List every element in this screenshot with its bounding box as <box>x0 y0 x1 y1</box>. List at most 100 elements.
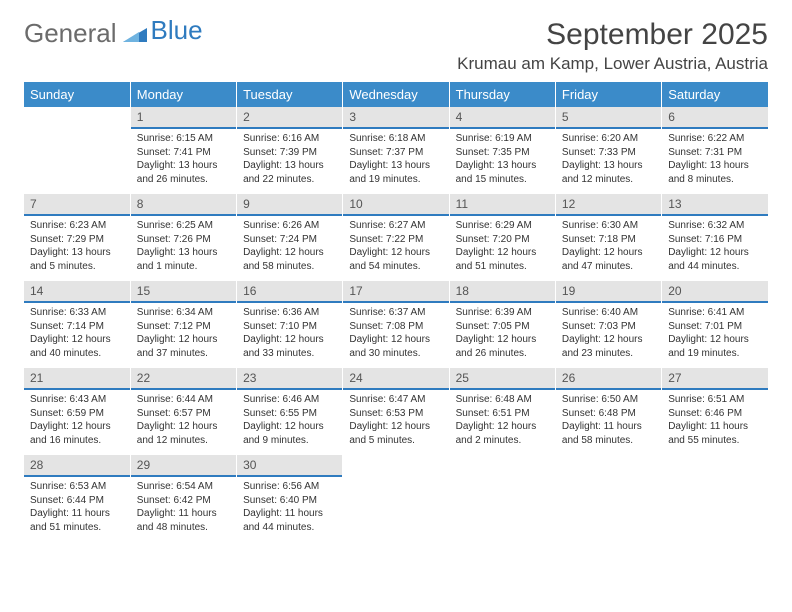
day-line: Daylight: 12 hours and 26 minutes. <box>456 333 549 360</box>
calendar-cell: 17 Sunrise: 6:37 AMSunset: 7:08 PMDayligh… <box>343 281 449 368</box>
calendar-cell: 26Sunrise: 6:50 AMSunset: 6:48 PMDayligh… <box>555 368 661 455</box>
day-body: Sunrise: 6:32 AMSunset: 7:16 PMDaylight:… <box>662 216 768 281</box>
day-line: Sunset: 7:03 PM <box>562 320 655 334</box>
day-line: Daylight: 12 hours and 44 minutes. <box>668 246 762 273</box>
day-body: Sunrise: 6:16 AMSunset: 7:39 PMDaylight:… <box>237 129 342 194</box>
day-number: 7 <box>24 194 130 216</box>
calendar-cell: 30Sunrise: 6:56 AMSunset: 6:40 PMDayligh… <box>237 455 343 542</box>
day-line: Sunrise: 6:43 AM <box>30 393 124 407</box>
day-line: Daylight: 12 hours and 19 minutes. <box>668 333 762 360</box>
day-body: Sunrise: 6:46 AMSunset: 6:55 PMDaylight:… <box>237 390 342 455</box>
day-line: Sunrise: 6:39 AM <box>456 306 549 320</box>
day-line: Sunset: 6:40 PM <box>243 494 336 508</box>
calendar-cell: 7Sunrise: 6:23 AMSunset: 7:29 PMDaylight… <box>24 194 130 281</box>
day-number: 10 <box>343 194 448 216</box>
day-number: 27 <box>662 368 768 390</box>
calendar-cell: 23Sunrise: 6:46 AMSunset: 6:55 PMDayligh… <box>237 368 343 455</box>
calendar-cell: 15Sunrise: 6:34 AMSunset: 7:12 PMDayligh… <box>130 281 236 368</box>
day-line: Sunset: 7:01 PM <box>668 320 762 334</box>
day-line: Sunset: 7:18 PM <box>562 233 655 247</box>
day-line: Sunrise: 6:33 AM <box>30 306 124 320</box>
day-line: Daylight: 12 hours and 37 minutes. <box>137 333 230 360</box>
calendar-cell: 14Sunrise: 6:33 AMSunset: 7:14 PMDayligh… <box>24 281 130 368</box>
weekday-fri: Friday <box>555 82 661 107</box>
weekday-wed: Wednesday <box>343 82 449 107</box>
day-line: Sunrise: 6:23 AM <box>30 219 124 233</box>
calendar-cell: 4Sunrise: 6:19 AMSunset: 7:35 PMDaylight… <box>449 107 555 194</box>
calendar-cell: 13Sunrise: 6:32 AMSunset: 7:16 PMDayligh… <box>662 194 768 281</box>
day-number: 22 <box>131 368 236 390</box>
day-line: Sunset: 7:05 PM <box>456 320 549 334</box>
day-number: 20 <box>662 281 768 303</box>
day-line: Sunset: 6:51 PM <box>456 407 549 421</box>
calendar-cell: 5Sunrise: 6:20 AMSunset: 7:33 PMDaylight… <box>555 107 661 194</box>
logo: General Blue <box>24 18 203 49</box>
day-line: Sunrise: 6:29 AM <box>456 219 549 233</box>
day-line: Daylight: 11 hours and 51 minutes. <box>30 507 124 534</box>
calendar-cell: 22Sunrise: 6:44 AMSunset: 6:57 PMDayligh… <box>130 368 236 455</box>
day-body: Sunrise: 6:34 AMSunset: 7:12 PMDaylight:… <box>131 303 236 368</box>
day-line: Daylight: 12 hours and 9 minutes. <box>243 420 336 447</box>
day-line: Sunrise: 6:34 AM <box>137 306 230 320</box>
day-number: 13 <box>662 194 768 216</box>
day-line: Sunset: 6:55 PM <box>243 407 336 421</box>
day-number: 23 <box>237 368 342 390</box>
day-line: Sunrise: 6:50 AM <box>562 393 655 407</box>
calendar-table: Sunday Monday Tuesday Wednesday Thursday… <box>24 82 768 542</box>
day-line: Sunset: 7:33 PM <box>562 146 655 160</box>
calendar-week-row: 14Sunrise: 6:33 AMSunset: 7:14 PMDayligh… <box>24 281 768 368</box>
weekday-tue: Tuesday <box>237 82 343 107</box>
day-line: Sunset: 6:57 PM <box>137 407 230 421</box>
day-line: Sunrise: 6:40 AM <box>562 306 655 320</box>
day-line: Sunset: 6:42 PM <box>137 494 230 508</box>
day-number: 6 <box>662 107 768 129</box>
day-line: Daylight: 12 hours and 23 minutes. <box>562 333 655 360</box>
day-number: 19 <box>556 281 661 303</box>
day-line: Daylight: 12 hours and 54 minutes. <box>349 246 442 273</box>
day-body: Sunrise: 6:56 AMSunset: 6:40 PMDaylight:… <box>237 477 342 542</box>
day-line: Sunrise: 6:16 AM <box>243 132 336 146</box>
day-line: Sunset: 6:59 PM <box>30 407 124 421</box>
day-line: Sunrise: 6:18 AM <box>349 132 442 146</box>
day-line: Daylight: 12 hours and 30 minutes. <box>349 333 442 360</box>
calendar-week-row: 28Sunrise: 6:53 AMSunset: 6:44 PMDayligh… <box>24 455 768 542</box>
day-body: Sunrise: 6:41 AMSunset: 7:01 PMDaylight:… <box>662 303 768 368</box>
day-number: 21 <box>24 368 130 390</box>
day-body: Sunrise: 6:47 AMSunset: 6:53 PMDaylight:… <box>343 390 448 455</box>
calendar-cell: 2Sunrise: 6:16 AMSunset: 7:39 PMDaylight… <box>237 107 343 194</box>
day-body: Sunrise: 6:36 AMSunset: 7:10 PMDaylight:… <box>237 303 342 368</box>
day-body: Sunrise: 6:44 AMSunset: 6:57 PMDaylight:… <box>131 390 236 455</box>
day-body: Sunrise: 6:27 AMSunset: 7:22 PMDaylight:… <box>343 216 448 281</box>
day-body: Sunrise: 6:39 AMSunset: 7:05 PMDaylight:… <box>450 303 555 368</box>
day-line: Sunset: 7:08 PM <box>349 320 442 334</box>
calendar-cell: 6Sunrise: 6:22 AMSunset: 7:31 PMDaylight… <box>662 107 768 194</box>
day-number: 24 <box>343 368 448 390</box>
calendar-cell: 24Sunrise: 6:47 AMSunset: 6:53 PMDayligh… <box>343 368 449 455</box>
day-line: Daylight: 12 hours and 16 minutes. <box>30 420 124 447</box>
day-line: Sunrise: 6:46 AM <box>243 393 336 407</box>
logo-text-blue: Blue <box>151 15 203 46</box>
day-number: 26 <box>556 368 661 390</box>
day-line: Sunrise: 6:19 AM <box>456 132 549 146</box>
day-body: Sunrise: 6:30 AMSunset: 7:18 PMDaylight:… <box>556 216 661 281</box>
day-number: 18 <box>450 281 555 303</box>
day-line: Sunrise: 6:37 AM <box>349 306 442 320</box>
calendar-cell: 25Sunrise: 6:48 AMSunset: 6:51 PMDayligh… <box>449 368 555 455</box>
day-body: Sunrise: 6:40 AMSunset: 7:03 PMDaylight:… <box>556 303 661 368</box>
day-body: Sunrise: 6:29 AMSunset: 7:20 PMDaylight:… <box>450 216 555 281</box>
day-number: 11 <box>450 194 555 216</box>
day-body: Sunrise: 6:22 AMSunset: 7:31 PMDaylight:… <box>662 129 768 194</box>
calendar-cell: 11Sunrise: 6:29 AMSunset: 7:20 PMDayligh… <box>449 194 555 281</box>
day-line: Sunset: 6:44 PM <box>30 494 124 508</box>
day-line: Sunrise: 6:32 AM <box>668 219 762 233</box>
calendar-cell: 28Sunrise: 6:53 AMSunset: 6:44 PMDayligh… <box>24 455 130 542</box>
day-line: Daylight: 12 hours and 47 minutes. <box>562 246 655 273</box>
calendar-cell <box>662 455 768 542</box>
day-line: Sunset: 7:16 PM <box>668 233 762 247</box>
day-line: Daylight: 13 hours and 19 minutes. <box>349 159 442 186</box>
calendar-body: 1Sunrise: 6:15 AMSunset: 7:41 PMDaylight… <box>24 107 768 542</box>
day-line: Daylight: 11 hours and 55 minutes. <box>668 420 762 447</box>
day-line: Sunset: 7:12 PM <box>137 320 230 334</box>
day-number: 17 <box>343 281 448 303</box>
day-body: Sunrise: 6:26 AMSunset: 7:24 PMDaylight:… <box>237 216 342 281</box>
